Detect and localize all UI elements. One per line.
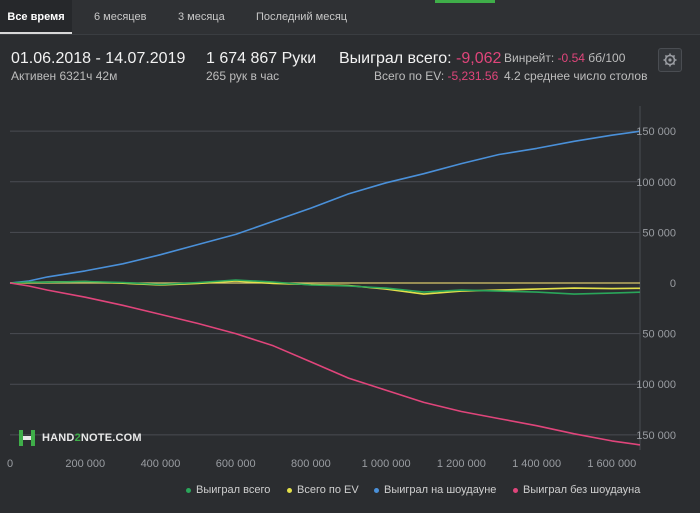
- won-total-value: -9,062: [456, 50, 502, 67]
- logo-text-prefix: HAND: [42, 432, 75, 444]
- tab-6-months[interactable]: 6 месяцев: [94, 11, 147, 23]
- x-tick-label: 600 000: [216, 458, 256, 470]
- hand2note-logo: HAND 2 NOTE.COM: [18, 430, 142, 446]
- top-accent-bar: [435, 0, 495, 3]
- winrate-label: Винрейт:: [504, 51, 555, 65]
- x-tick-label: 200 000: [65, 458, 105, 470]
- legend-label-non-showdown: Выиграл без шоудауна: [523, 484, 641, 496]
- logo-text-middle: 2: [74, 432, 81, 444]
- legend-dot-showdown: [374, 487, 379, 493]
- logo-text-suffix: NOTE.COM: [80, 432, 142, 444]
- y-tick-label: 0: [670, 278, 676, 290]
- winrate-value: -0.54: [557, 51, 585, 65]
- tab-3-months[interactable]: 3 месяца: [178, 11, 225, 23]
- x-axis-ticks: 0 200 000 400 000 600 000 800 000 1 000 000 1 …: [7, 458, 636, 470]
- ev-total-stat: Всего по EV: -5,231.56: [374, 69, 498, 83]
- x-tick-label: 1 200 000: [437, 458, 486, 470]
- settings-button[interactable]: [658, 48, 682, 72]
- legend-ev-total[interactable]: Всего по EV: [287, 484, 359, 496]
- legend-won-total[interactable]: Выиграл всего: [186, 484, 270, 496]
- y-tick-label: 100 000: [636, 177, 676, 189]
- gear-icon: [663, 53, 677, 67]
- x-tick-label: 1 000 000: [362, 458, 411, 470]
- x-tick-label: 1 400 000: [512, 458, 561, 470]
- legend-label-ev-total: Всего по EV: [297, 484, 359, 496]
- hand2note-logo-icon: [19, 430, 35, 446]
- x-tick-label: 0: [7, 458, 13, 470]
- grid-layer: [10, 106, 641, 450]
- ev-total-value: -5,231.56: [447, 69, 499, 83]
- won-total-label: Выиграл всего:: [339, 50, 452, 67]
- hands-per-hour: 265 рук в час: [206, 69, 280, 83]
- legend-dot-ev-total: [287, 487, 292, 493]
- legend-showdown[interactable]: Выиграл на шоудауне: [374, 484, 496, 496]
- legend-label-showdown: Выиграл на шоудауне: [384, 484, 497, 496]
- winrate-unit: бб/100: [588, 51, 626, 65]
- hands-count: 1 674 867 Руки: [206, 50, 317, 67]
- won-total-stat: Выиграл всего: -9,062: [339, 50, 501, 68]
- series-line-showdown: [9, 130, 641, 284]
- tab-last-month[interactable]: Последний месяц: [256, 11, 348, 23]
- legend-dot-won-total: [186, 487, 191, 493]
- legend-non-showdown[interactable]: Выиграл без шоудауна: [513, 484, 640, 496]
- y-tick-label: 100 000: [636, 379, 676, 391]
- legend-label-won-total: Выиграл всего: [196, 484, 271, 496]
- tab-all-time[interactable]: Все время: [0, 0, 72, 34]
- y-axis-ticks: 150 000 100 000 50 000 0 50 000 100 000 150 00…: [636, 126, 676, 442]
- x-tick-label: 400 000: [141, 458, 181, 470]
- x-tick-label: 800 000: [291, 458, 331, 470]
- profit-chart-svg: 150 000 100 000 50 000 0 50 000 100 000 150 00…: [7, 106, 676, 470]
- legend-dot-non-showdown: [513, 487, 518, 493]
- series-line-won-total: [9, 279, 641, 295]
- series-line-non-showdown: [9, 282, 641, 446]
- series-layer: [9, 130, 641, 446]
- winrate-stat: Винрейт: -0.54 бб/100: [504, 51, 625, 65]
- period-tabs: Все время 6 месяцев 3 месяца Последний м…: [0, 0, 700, 35]
- avg-tables: 4.2 среднее число столов: [504, 69, 648, 83]
- x-tick-label: 1 600 000: [587, 458, 636, 470]
- profit-chart: 150 000 100 000 50 000 0 50 000 100 000 150 00…: [0, 100, 700, 470]
- ev-total-label: Всего по EV:: [374, 69, 445, 83]
- active-time: Активен 6321ч 42м: [11, 69, 118, 83]
- y-tick-label: 50 000: [642, 227, 676, 239]
- y-tick-label: 50 000: [642, 329, 676, 341]
- date-range: 01.06.2018 - 14.07.2019: [11, 50, 186, 67]
- y-tick-label: 150 000: [636, 126, 676, 138]
- chart-legend: Выиграл всего Всего по EV Выиграл на шоу…: [0, 484, 700, 498]
- y-tick-label: 150 000: [636, 430, 676, 442]
